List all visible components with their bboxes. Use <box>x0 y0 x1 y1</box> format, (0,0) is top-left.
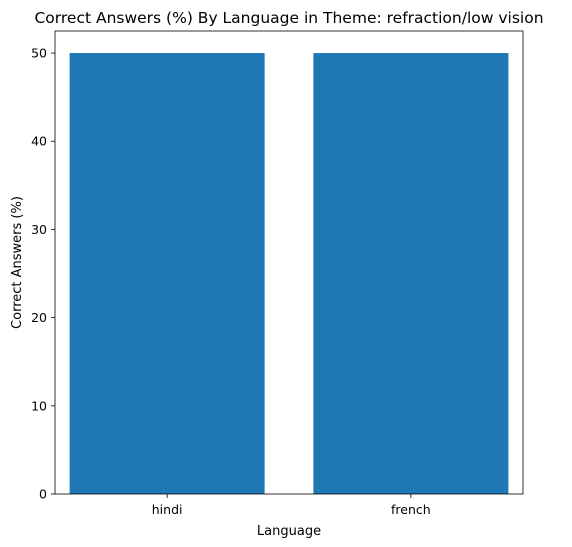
y-axis-ticks: 0 10 20 30 40 50 <box>31 46 55 502</box>
y-tick-label-30: 30 <box>31 222 47 237</box>
y-tick-label-50: 50 <box>31 46 47 61</box>
y-tick-label-20: 20 <box>31 310 47 325</box>
y-tick-label-10: 10 <box>31 398 47 413</box>
bar-hindi <box>69 53 265 495</box>
bar-french <box>313 53 509 495</box>
x-tick-label-hindi: hindi <box>152 502 183 517</box>
y-tick-label-0: 0 <box>39 487 47 502</box>
x-axis-ticks: hindi french <box>152 494 431 517</box>
chart-title: Correct Answers (%) By Language in Theme… <box>34 9 543 27</box>
x-tick-label-french: french <box>391 502 431 517</box>
plot-frame <box>54 30 524 495</box>
x-axis-label: Language <box>257 524 321 539</box>
y-axis-label: Correct Answers (%) <box>10 196 25 329</box>
bars-layer <box>69 53 509 495</box>
y-tick-label-40: 40 <box>31 134 47 149</box>
